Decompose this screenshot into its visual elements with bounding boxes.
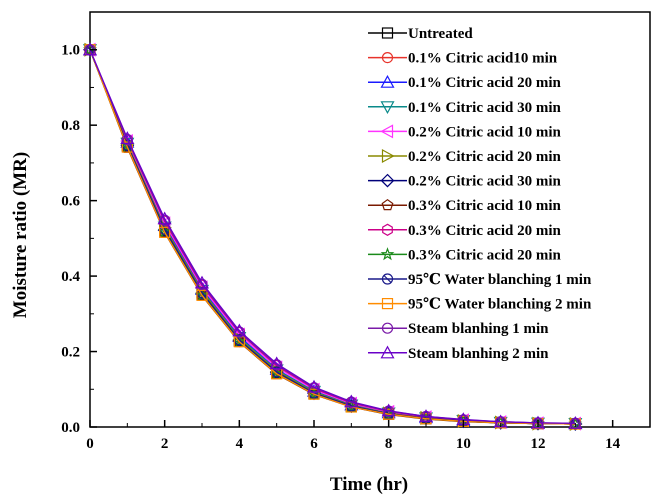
legend-label: 0.3% Citric acid 20 min bbox=[408, 247, 562, 263]
x-tick-label: 10 bbox=[456, 436, 471, 452]
data-point bbox=[530, 415, 546, 429]
data-point bbox=[344, 394, 359, 408]
data-point bbox=[269, 366, 284, 380]
x-axis-title: Time (hr) bbox=[330, 474, 408, 495]
legend-label: 0.1% Citric acid 20 min bbox=[408, 75, 562, 91]
data-point bbox=[418, 409, 434, 423]
series-line bbox=[89, 49, 576, 424]
legend-swatch-marker bbox=[380, 101, 395, 115]
data-point bbox=[196, 278, 208, 290]
data-point bbox=[157, 211, 172, 225]
legend-label: 0.3% Citric acid 20 min bbox=[408, 223, 562, 239]
legend-entry: 0.3% Citric acid 20 min bbox=[368, 247, 562, 263]
legend-entry: 0.2% Citric acid 10 min bbox=[368, 124, 562, 140]
legend-entry: Untreated bbox=[368, 26, 473, 42]
marker-ring bbox=[381, 273, 394, 285]
legend-swatch-marker bbox=[380, 345, 395, 359]
legend-entry: 0.3% Citric acid 20 min bbox=[368, 223, 562, 239]
x-tick-label: 4 bbox=[236, 436, 244, 452]
legend-swatch-marker bbox=[381, 298, 394, 310]
x-tick-label: 2 bbox=[161, 436, 169, 452]
legend-swatch-marker bbox=[381, 198, 394, 211]
legend-label: 0.2% Citric acid 30 min bbox=[408, 174, 562, 190]
marker-cross bbox=[383, 275, 392, 283]
x-tick-label: 0 bbox=[86, 436, 94, 452]
legend-label: 95℃ Water blanching 2 min bbox=[408, 297, 592, 313]
y-tick-label: 0.6 bbox=[61, 194, 80, 210]
y-axis-title: Moisture ratio (MR) bbox=[10, 152, 31, 318]
data-point bbox=[306, 379, 322, 393]
legend-label: Steam blanhing 2 min bbox=[408, 346, 549, 362]
x-axis: 0 2 4 6 8 10 12 14 bbox=[86, 420, 621, 452]
legend-swatch-marker bbox=[381, 148, 395, 164]
legend-swatch-marker bbox=[382, 223, 393, 236]
legend-entry: 0.2% Citric acid 20 min bbox=[368, 148, 562, 165]
legend-entry: Steam blanhing 1 min bbox=[368, 321, 549, 337]
legend-entry: 0.3% Citric acid 10 min bbox=[368, 198, 562, 214]
x-tick-label: 8 bbox=[385, 436, 393, 452]
legend-swatch-marker bbox=[381, 322, 394, 334]
legend-swatch-marker bbox=[380, 247, 395, 261]
legend-swatch-marker bbox=[381, 51, 394, 64]
data-point bbox=[83, 42, 97, 56]
legend-entry: 0.2% Citric acid 30 min bbox=[368, 174, 562, 190]
y-tick-label: 0.4 bbox=[61, 269, 80, 285]
legend-entry: 0.1% Citric acid 20 min bbox=[368, 74, 562, 91]
marker-cross bbox=[235, 335, 244, 344]
legend-swatch-marker bbox=[381, 273, 394, 285]
legend-label: 0.1% Citric acid 30 min bbox=[408, 100, 562, 116]
series-layer bbox=[82, 42, 583, 431]
series-line bbox=[89, 49, 576, 425]
data-point bbox=[568, 415, 583, 429]
legend-swatch-marker bbox=[380, 124, 394, 139]
legend-swatch-marker bbox=[380, 173, 395, 188]
data-point bbox=[269, 356, 284, 370]
data-point bbox=[232, 323, 247, 337]
data-point bbox=[271, 359, 283, 371]
plot-border bbox=[89, 11, 651, 428]
y-tick-label: 0.2 bbox=[61, 345, 80, 361]
legend: Untreated 0.1% Citric acid10 min 0.1% Citr… bbox=[368, 26, 592, 362]
y-tick-label: 1.0 bbox=[61, 43, 80, 59]
y-tick-label: 0.0 bbox=[61, 420, 80, 436]
data-point bbox=[194, 275, 210, 289]
data-point bbox=[120, 131, 135, 144]
y-tick-label: 0.8 bbox=[61, 118, 80, 134]
data-point bbox=[159, 214, 171, 226]
data-point bbox=[121, 133, 133, 146]
legend-swatch-marker bbox=[381, 27, 394, 39]
data-point bbox=[381, 403, 396, 417]
y-axis: 0.0 0.2 0.4 0.6 0.8 1.0 bbox=[61, 43, 97, 436]
data-point bbox=[196, 289, 208, 301]
data-point bbox=[159, 226, 171, 238]
legend-entry: 95℃ Water blanching 1 min bbox=[368, 272, 592, 288]
legend-label: Steam blanhing 1 min bbox=[408, 321, 549, 337]
legend-entry: 95℃ Water blanching 2 min bbox=[368, 297, 592, 313]
data-point bbox=[308, 382, 320, 394]
data-point bbox=[121, 141, 133, 153]
x-tick-label: 6 bbox=[310, 436, 318, 452]
legend-label: Untreated bbox=[408, 26, 473, 42]
marker-cross bbox=[347, 401, 356, 410]
legend-label: 0.1% Citric acid10 min bbox=[408, 51, 558, 67]
plot-frame bbox=[89, 11, 651, 428]
x-tick-label: 14 bbox=[605, 436, 621, 452]
legend-label: 95℃ Water blanching 1 min bbox=[408, 272, 592, 288]
legend-label: 0.2% Citric acid 10 min bbox=[408, 124, 562, 140]
data-point bbox=[233, 326, 245, 338]
legend-entry: 0.1% Citric acid10 min bbox=[368, 51, 558, 67]
data-point bbox=[308, 388, 320, 400]
data-point bbox=[232, 334, 247, 348]
x-tick-label: 12 bbox=[531, 436, 546, 452]
legend-swatch-marker bbox=[380, 74, 395, 88]
legend-label: 0.2% Citric acid 20 min bbox=[408, 149, 562, 165]
legend-entry: Steam blanhing 2 min bbox=[368, 345, 549, 362]
legend-entry: 0.1% Citric acid 30 min bbox=[368, 100, 562, 116]
legend-label: 0.3% Citric acid 10 min bbox=[408, 198, 562, 214]
